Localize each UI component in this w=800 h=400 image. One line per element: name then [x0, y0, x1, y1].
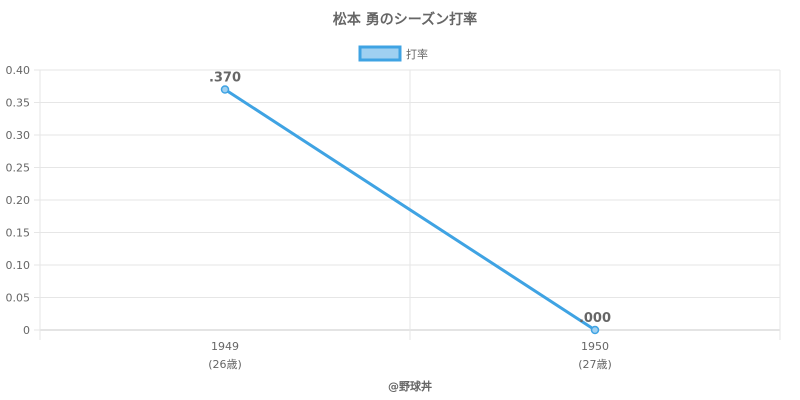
y-tick-label: 0.35 [6, 97, 31, 110]
y-tick-label: 0.05 [6, 292, 31, 305]
series-path [224, 88, 596, 332]
chart-title: 松本 勇のシーズン打率 [333, 11, 477, 28]
x-tick-label-year: 1950 [581, 340, 609, 353]
credit: @野球丼 [388, 379, 432, 393]
series-line: .370 .000 [209, 71, 611, 335]
y-tick-label: 0.30 [6, 129, 31, 142]
legend-swatch [358, 45, 402, 62]
grid [34, 69, 781, 340]
y-tick-label: 0.20 [6, 194, 31, 207]
y-axis-ticks: 0 0.05 0.10 0.15 0.20 0.25 0.30 0.35 0.40 [6, 64, 31, 337]
data-label: .000 [579, 311, 611, 326]
data-label: .370 [209, 71, 241, 86]
y-tick-label: 0.15 [6, 227, 31, 240]
y-tick-label: 0.40 [6, 64, 31, 77]
y-tick-label: 0.10 [6, 259, 31, 272]
x-tick-label-age: (27歳) [578, 358, 612, 371]
legend[interactable]: 打率 [358, 45, 428, 62]
x-axis-ticks: 1949 (26歳) 1950 (27歳) [208, 340, 612, 371]
x-tick-label-age: (26歳) [208, 358, 242, 371]
x-tick-label-year: 1949 [211, 340, 239, 353]
data-point[interactable] [590, 325, 600, 335]
y-tick-label: 0.25 [6, 162, 31, 175]
data-point[interactable] [220, 85, 230, 94]
legend-label: 打率 [406, 47, 428, 61]
y-tick-label: 0 [23, 324, 30, 337]
